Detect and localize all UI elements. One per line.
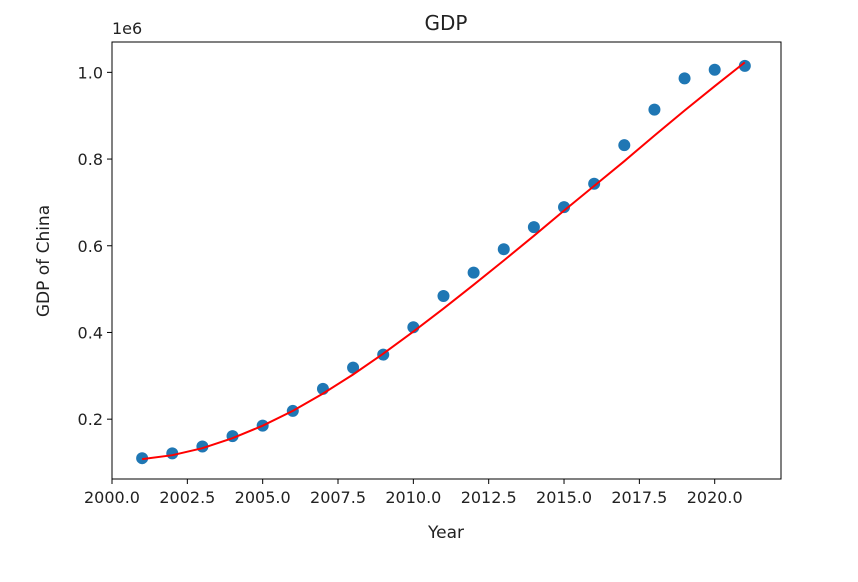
y-tick-label: 0.6 <box>78 237 103 256</box>
axis-ticks: 2000.0 2002.5 2005.0 2007.5 2010.0 2012.5 2015… <box>78 63 743 507</box>
plot-frame <box>111 41 782 480</box>
chart-title: GDP <box>425 11 468 35</box>
y-tick-label: 0.8 <box>78 150 103 169</box>
x-tick-label: 2005.0 <box>235 488 291 507</box>
gdp-data-point <box>678 72 691 85</box>
plot-series <box>136 59 751 465</box>
x-tick-label: 2007.5 <box>310 488 366 507</box>
x-tick-label: 2012.5 <box>461 488 517 507</box>
x-tick-label: 2000.0 <box>84 488 140 507</box>
x-axis-label: Year <box>427 523 464 543</box>
fit-line <box>141 61 746 461</box>
gdp-data-point <box>467 266 480 279</box>
gdp-data-point <box>648 103 661 116</box>
gdp-data-point <box>588 177 601 190</box>
gdp-data-point <box>437 290 450 303</box>
x-tick-label: 2017.5 <box>611 488 667 507</box>
x-tick-label: 2020.0 <box>687 488 743 507</box>
y-tick-label: 0.2 <box>78 410 103 429</box>
y-tick-label: 1.0 <box>78 63 103 82</box>
gdp-data-point <box>708 63 721 76</box>
gdp-data-point <box>618 139 631 152</box>
x-tick-label: 2002.5 <box>159 488 215 507</box>
gdp-data-point <box>527 221 540 234</box>
gdp-data-point <box>738 59 751 72</box>
x-tick-label: 2015.0 <box>536 488 592 507</box>
gdp-data-point <box>347 361 360 374</box>
x-tick-label: 2010.0 <box>385 488 441 507</box>
y-tick-label: 0.4 <box>78 323 103 342</box>
y-axis-offset-label: 1e6 <box>112 19 142 38</box>
gdp-data-point <box>558 201 571 214</box>
gdp-data-point <box>497 243 510 256</box>
y-axis-label: GDP of China <box>34 205 54 317</box>
